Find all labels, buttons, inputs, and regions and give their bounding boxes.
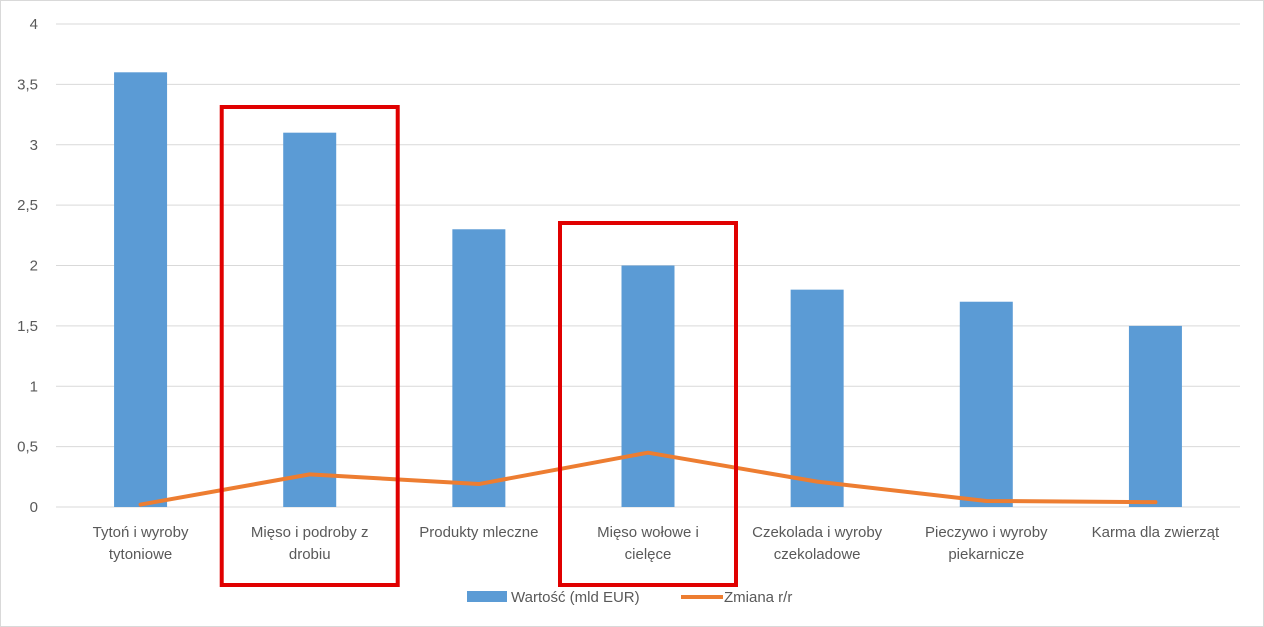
bar <box>283 132 337 508</box>
x-tick-label: Tytoń i wyroby <box>93 524 189 541</box>
bar <box>1128 325 1182 507</box>
x-tick-label: Karma dla zwierząt <box>1092 524 1220 541</box>
y-tick-label: 1,5 <box>17 318 38 335</box>
y-tick-label: 0,5 <box>17 439 38 456</box>
legend-label-bar: Wartość (mld EUR) <box>511 589 640 606</box>
bar <box>790 289 844 507</box>
bar <box>959 301 1013 507</box>
bar <box>452 229 506 507</box>
x-tick-label: Produkty mleczne <box>419 524 538 541</box>
y-tick-label: 1 <box>30 378 38 395</box>
y-tick-label: 2 <box>30 258 38 275</box>
highlight-box <box>558 221 738 587</box>
x-tick-label: cielęce <box>625 546 672 563</box>
y-tick-label: 3,5 <box>17 76 38 93</box>
legend-swatch-bar <box>467 591 507 602</box>
highlight-box <box>219 105 400 587</box>
y-tick-label: 4 <box>30 16 38 33</box>
x-tick-label: czekoladowe <box>774 546 861 563</box>
series-line-zmiana <box>138 450 1158 507</box>
y-tick-label: 2,5 <box>17 197 38 214</box>
bar <box>114 72 168 508</box>
x-tick-label: Mięso i podroby z <box>251 524 369 541</box>
x-tick-label: Pieczywo i wyroby <box>925 524 1048 541</box>
legend-label-line: Zmiana r/r <box>724 589 792 606</box>
x-tick-label: tytoniowe <box>109 546 172 563</box>
bar <box>621 265 675 507</box>
x-tick-label: piekarnicze <box>948 546 1024 563</box>
y-tick-label: 3 <box>30 137 38 154</box>
x-tick-label: drobiu <box>289 546 331 563</box>
y-tick-label: 0 <box>30 499 38 516</box>
x-tick-label: Mięso wołowe i <box>597 524 699 541</box>
x-tick-label: Czekolada i wyroby <box>752 524 883 541</box>
